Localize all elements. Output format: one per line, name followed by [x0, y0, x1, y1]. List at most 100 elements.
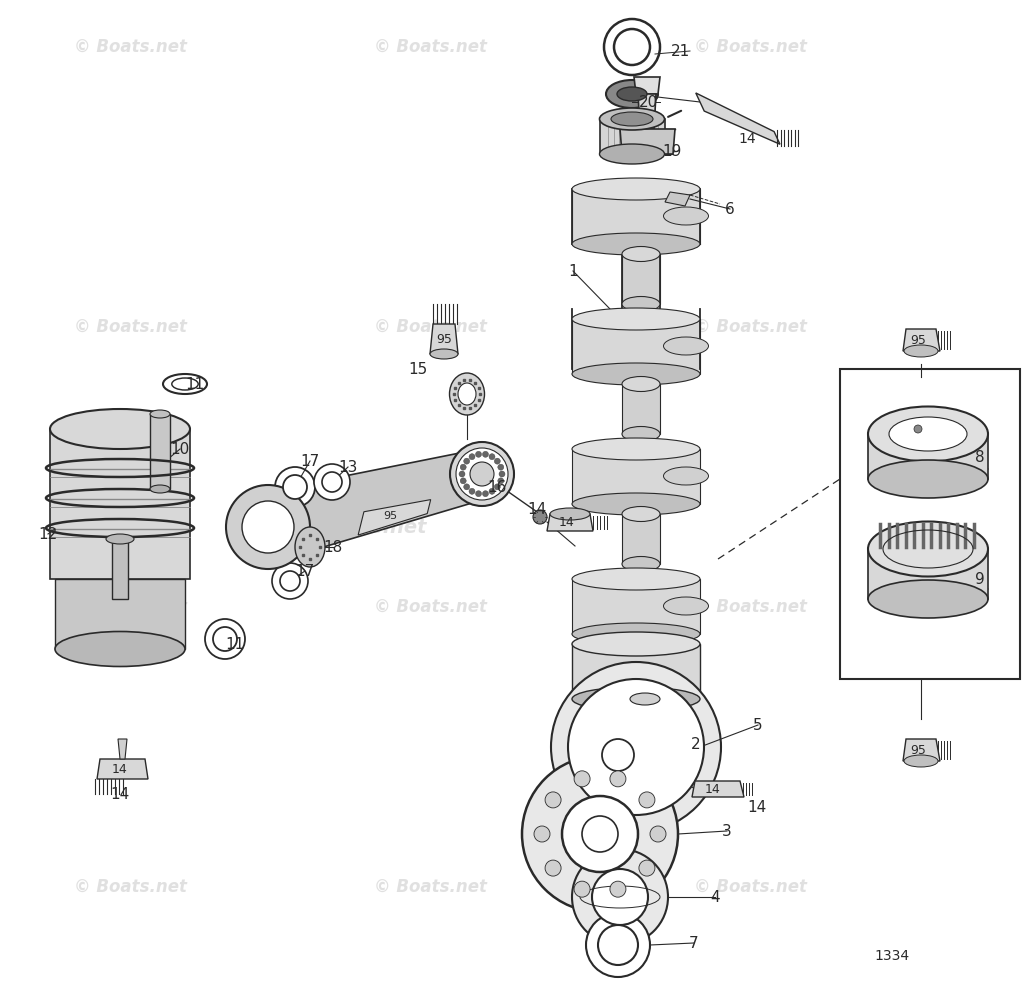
Circle shape	[314, 464, 350, 501]
Text: 14: 14	[110, 787, 129, 802]
Polygon shape	[55, 580, 185, 650]
Circle shape	[460, 464, 466, 470]
Ellipse shape	[868, 407, 988, 462]
Polygon shape	[112, 539, 128, 599]
Circle shape	[650, 826, 665, 842]
Text: 17: 17	[296, 564, 314, 579]
Circle shape	[568, 679, 703, 815]
Circle shape	[494, 484, 500, 490]
Text: 11: 11	[186, 377, 204, 392]
Ellipse shape	[55, 632, 185, 667]
Text: 6: 6	[725, 202, 735, 217]
Text: © Boats.net: © Boats.net	[374, 38, 487, 56]
Circle shape	[562, 796, 638, 872]
Circle shape	[470, 462, 494, 486]
Ellipse shape	[550, 509, 589, 521]
Circle shape	[205, 619, 245, 660]
Polygon shape	[622, 254, 660, 305]
Bar	[840, 370, 1020, 679]
Text: 12: 12	[38, 527, 58, 542]
Text: 20: 20	[639, 96, 657, 110]
Circle shape	[242, 502, 294, 553]
Circle shape	[589, 728, 646, 783]
Text: © Boats.net: © Boats.net	[374, 317, 487, 335]
Ellipse shape	[663, 208, 709, 226]
Circle shape	[450, 443, 514, 507]
Text: 4: 4	[711, 889, 720, 904]
Polygon shape	[150, 414, 170, 489]
Ellipse shape	[572, 309, 700, 330]
Polygon shape	[620, 130, 675, 155]
Circle shape	[469, 455, 476, 460]
Circle shape	[914, 426, 922, 434]
Text: 10: 10	[170, 442, 190, 458]
Polygon shape	[572, 319, 700, 375]
Circle shape	[280, 572, 300, 592]
Text: 18: 18	[324, 540, 343, 555]
Polygon shape	[547, 515, 593, 531]
Polygon shape	[118, 740, 127, 759]
Text: 14: 14	[112, 763, 128, 776]
Ellipse shape	[904, 346, 938, 358]
Text: 9: 9	[975, 572, 985, 587]
Ellipse shape	[458, 384, 476, 405]
Polygon shape	[260, 451, 488, 561]
Ellipse shape	[622, 247, 660, 262]
Polygon shape	[665, 193, 690, 207]
Text: 2: 2	[691, 737, 700, 751]
Text: 17: 17	[300, 454, 319, 469]
Circle shape	[476, 491, 482, 497]
Circle shape	[498, 464, 504, 470]
Text: 3: 3	[722, 823, 732, 839]
Ellipse shape	[630, 693, 660, 705]
Ellipse shape	[50, 409, 190, 450]
Circle shape	[568, 803, 632, 866]
Polygon shape	[630, 699, 660, 730]
Text: 14: 14	[738, 132, 756, 146]
Circle shape	[499, 471, 505, 477]
Circle shape	[522, 756, 678, 912]
Ellipse shape	[663, 598, 709, 615]
Circle shape	[463, 458, 469, 464]
Polygon shape	[622, 515, 660, 564]
Circle shape	[456, 449, 508, 501]
Ellipse shape	[622, 427, 660, 442]
Text: 14: 14	[748, 800, 766, 814]
Text: 11: 11	[225, 637, 244, 652]
Text: 95: 95	[910, 334, 926, 347]
Text: © Boats.net: © Boats.net	[693, 598, 806, 615]
Polygon shape	[600, 120, 665, 155]
Ellipse shape	[868, 522, 988, 577]
Ellipse shape	[622, 637, 660, 652]
Circle shape	[604, 20, 660, 76]
Ellipse shape	[572, 632, 700, 657]
Text: 14: 14	[528, 502, 546, 517]
Ellipse shape	[606, 81, 658, 108]
Circle shape	[272, 563, 308, 599]
Circle shape	[463, 484, 469, 490]
Circle shape	[639, 860, 655, 877]
Polygon shape	[695, 94, 779, 145]
Ellipse shape	[622, 687, 660, 702]
Text: © Boats.net: © Boats.net	[374, 598, 487, 615]
Ellipse shape	[572, 494, 700, 516]
Text: 95: 95	[910, 743, 926, 756]
Ellipse shape	[904, 755, 938, 767]
Circle shape	[572, 849, 668, 945]
Polygon shape	[50, 430, 190, 580]
Circle shape	[534, 826, 550, 842]
Text: © Boats.net: © Boats.net	[693, 317, 806, 335]
Text: © Boats.net: © Boats.net	[693, 878, 806, 895]
Polygon shape	[97, 759, 148, 779]
Ellipse shape	[572, 234, 700, 255]
Ellipse shape	[600, 108, 664, 131]
Circle shape	[459, 471, 465, 477]
Polygon shape	[572, 644, 700, 699]
Text: 7: 7	[689, 936, 698, 951]
Circle shape	[551, 663, 721, 832]
Ellipse shape	[889, 418, 967, 452]
Circle shape	[610, 881, 625, 897]
Ellipse shape	[868, 460, 988, 499]
Circle shape	[483, 452, 489, 458]
Text: 8: 8	[976, 450, 985, 465]
